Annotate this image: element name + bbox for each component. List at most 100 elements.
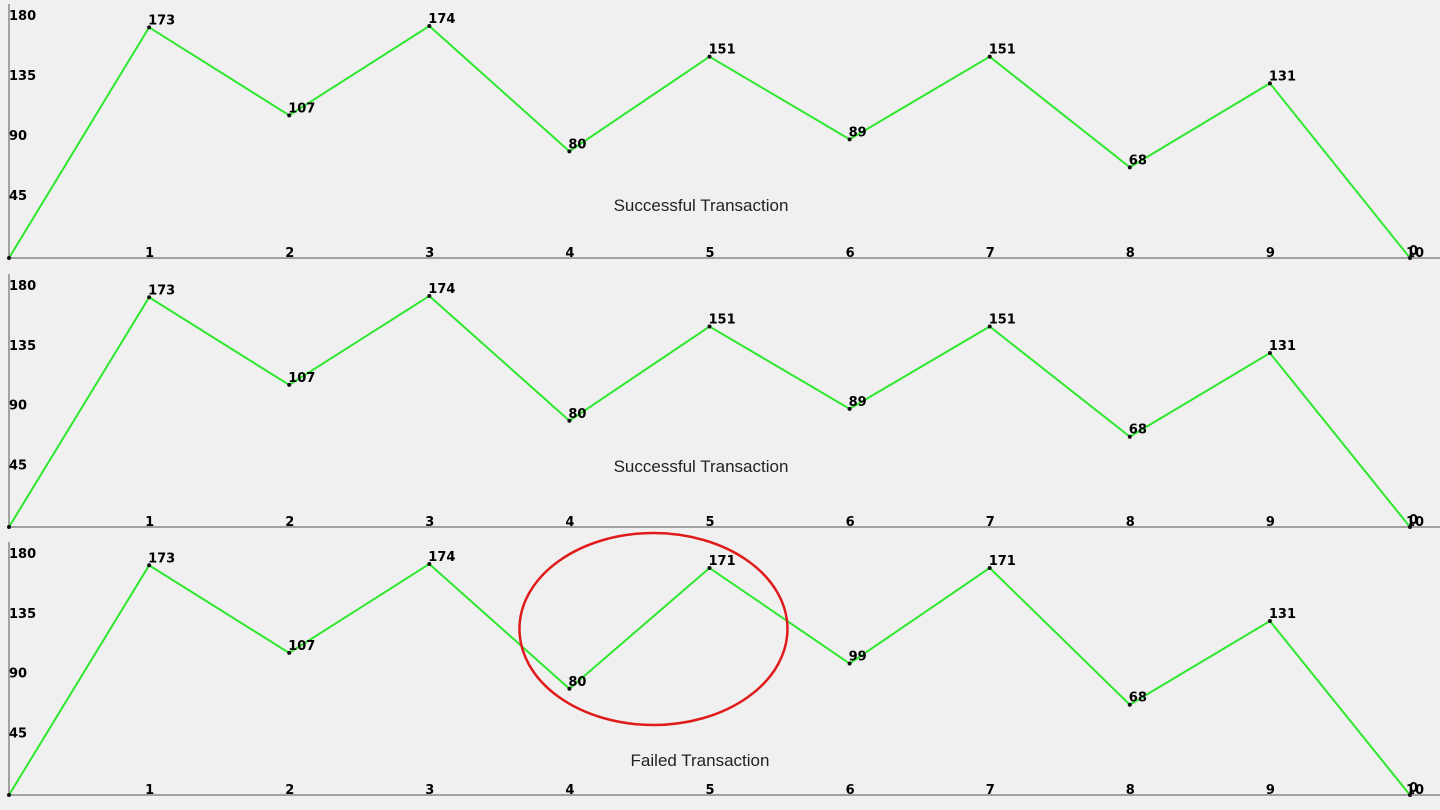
data-point	[1127, 434, 1132, 439]
data-point	[567, 686, 572, 691]
x-tick-label: 9	[1266, 246, 1275, 261]
data-label: 0	[1409, 513, 1418, 528]
y-tick-label: 90	[9, 129, 27, 144]
data-point	[7, 793, 11, 797]
highlight-ellipse	[518, 531, 789, 727]
x-tick-label: 6	[846, 246, 855, 261]
x-tick-label: 3	[425, 783, 434, 798]
data-label: 80	[568, 407, 586, 422]
x-tick-label: 7	[986, 783, 995, 798]
x-tick-label: 3	[425, 246, 434, 261]
data-label: 89	[849, 125, 867, 140]
data-label: 173	[148, 283, 175, 298]
y-tick-label: 135	[9, 607, 36, 622]
data-label: 151	[709, 43, 736, 58]
data-point	[1408, 256, 1412, 260]
x-tick-label: 8	[1126, 515, 1135, 530]
x-tick-label: 2	[285, 515, 294, 530]
chart-title: Successful Transaction	[614, 196, 789, 215]
x-tick-label: 3	[425, 515, 434, 530]
data-point	[147, 563, 152, 568]
x-tick-label: 5	[706, 783, 715, 798]
chart-title: Successful Transaction	[614, 457, 789, 476]
x-tick-label: 4	[565, 783, 574, 798]
data-label: 68	[1129, 153, 1147, 168]
chart-title: Failed Transaction	[631, 751, 770, 770]
data-label: 68	[1129, 423, 1147, 438]
data-point	[987, 54, 992, 59]
data-point	[847, 406, 852, 411]
data-point	[847, 137, 852, 142]
data-point	[7, 256, 11, 260]
data-label: 89	[849, 395, 867, 410]
x-tick-label: 9	[1266, 515, 1275, 530]
series-line	[8, 294, 1411, 528]
data-point	[567, 149, 572, 154]
data-label: 174	[428, 12, 455, 27]
data-label: 68	[1129, 691, 1147, 706]
data-label: 151	[989, 313, 1016, 328]
data-point	[847, 661, 852, 666]
x-tick-label: 1	[145, 783, 154, 798]
x-tick-label: 6	[846, 515, 855, 530]
x-tick-label: 2	[285, 783, 294, 798]
data-label: 131	[1269, 69, 1296, 84]
x-tick-label: 5	[706, 246, 715, 261]
data-label: 151	[989, 43, 1016, 58]
data-point	[1127, 165, 1132, 170]
x-tick-label: 8	[1126, 246, 1135, 261]
y-tick-label: 45	[9, 189, 27, 204]
data-point	[987, 324, 992, 329]
data-point	[427, 293, 432, 298]
data-point	[567, 418, 572, 423]
data-label: 99	[849, 650, 867, 665]
x-tick-label: 4	[565, 246, 574, 261]
x-tick-label: 2	[285, 246, 294, 261]
y-tick-label: 45	[9, 458, 27, 473]
data-point	[1267, 81, 1272, 86]
data-point	[707, 54, 712, 59]
data-point	[427, 561, 432, 566]
data-point	[287, 113, 292, 118]
data-label: 0	[1409, 244, 1418, 259]
x-tick-label: 5	[706, 515, 715, 530]
x-tick-label: 1	[145, 515, 154, 530]
data-point	[1267, 619, 1272, 624]
y-tick-label: 180	[9, 547, 36, 562]
data-point	[707, 324, 712, 329]
y-tick-label: 90	[9, 399, 27, 414]
data-label: 171	[989, 554, 1016, 569]
x-tick-label: 1	[145, 246, 154, 261]
data-point	[147, 25, 152, 30]
data-label: 174	[428, 550, 455, 565]
y-tick-label: 180	[9, 9, 36, 24]
y-tick-label: 45	[9, 726, 27, 741]
data-point	[1408, 525, 1412, 529]
data-label: 171	[709, 554, 736, 569]
x-tick-label: 9	[1266, 783, 1275, 798]
x-tick-label: 4	[565, 515, 574, 530]
data-point	[287, 650, 292, 655]
data-point	[987, 565, 992, 570]
y-tick-label: 180	[9, 279, 36, 294]
data-label: 131	[1269, 339, 1296, 354]
x-tick-label: 7	[986, 246, 995, 261]
data-point	[1267, 351, 1272, 356]
data-label: 80	[568, 137, 586, 152]
data-label: 174	[428, 282, 455, 297]
data-point	[7, 525, 11, 529]
data-label: 173	[148, 551, 175, 566]
x-tick-label: 6	[846, 783, 855, 798]
data-label: 0	[1409, 781, 1418, 796]
data-point	[1127, 702, 1132, 707]
data-label: 173	[148, 13, 175, 28]
data-point	[427, 24, 432, 28]
data-point	[707, 565, 712, 570]
y-tick-label: 90	[9, 667, 27, 682]
x-tick-label: 8	[1126, 783, 1135, 798]
series-line	[8, 24, 1411, 259]
